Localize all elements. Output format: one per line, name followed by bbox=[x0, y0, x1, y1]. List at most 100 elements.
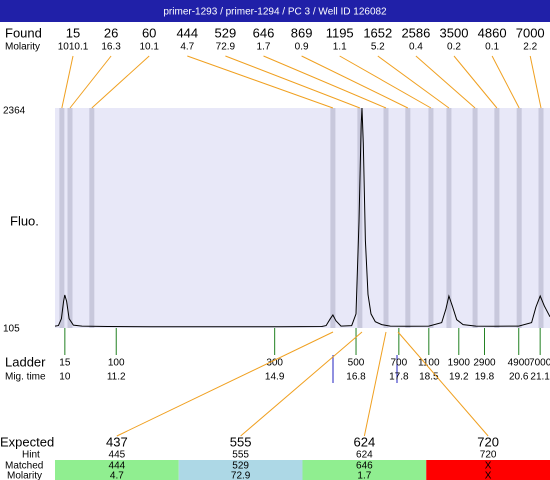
status-cell bbox=[426, 460, 550, 480]
plot-area bbox=[55, 108, 550, 328]
expected-connector bbox=[363, 331, 387, 437]
expected-value: 624 bbox=[354, 434, 376, 449]
matched-value: 444 bbox=[109, 461, 126, 472]
fluorescence-trace bbox=[54, 107, 550, 328]
found-size: 7000 bbox=[516, 25, 545, 40]
ladder-label: Ladder bbox=[5, 354, 46, 369]
expected-value: 437 bbox=[106, 434, 128, 449]
found-band bbox=[428, 108, 434, 328]
found-connector bbox=[91, 55, 150, 109]
found-band bbox=[357, 108, 363, 328]
ladder-time: 11.2 bbox=[107, 372, 126, 383]
found-band bbox=[405, 108, 411, 328]
ladder-time: 17.8 bbox=[389, 372, 409, 383]
found-size: 529 bbox=[215, 25, 237, 40]
found-size: 3500 bbox=[440, 25, 469, 40]
found-molarity: 1010.1 bbox=[58, 42, 89, 53]
y-tick-label: 2364 bbox=[3, 106, 26, 117]
found-molarity: 1.1 bbox=[333, 42, 347, 53]
y-axis-label: Fluo. bbox=[10, 213, 39, 228]
found-band bbox=[538, 108, 544, 328]
molarity-label: Molarity bbox=[7, 471, 42, 480]
found-size: 1652 bbox=[363, 25, 392, 40]
found-band bbox=[472, 108, 478, 328]
found-molarity: 0.4 bbox=[409, 42, 423, 53]
molarity-value: 72.9 bbox=[231, 471, 251, 480]
expected-value: 720 bbox=[477, 434, 499, 449]
status-cell bbox=[178, 460, 303, 480]
molarity-value: 4.7 bbox=[110, 471, 124, 480]
found-band bbox=[330, 108, 336, 328]
ladder-time: 18.5 bbox=[419, 372, 439, 383]
found-connector bbox=[263, 55, 387, 109]
found-connector bbox=[187, 55, 334, 109]
expected-label: Expected bbox=[0, 434, 54, 449]
ladder-size: 15 bbox=[59, 358, 71, 369]
ladder-time-label: Mig. time bbox=[5, 372, 46, 383]
title: primer-1293 / primer-1294 / PC 3 / Well … bbox=[163, 7, 387, 18]
found-size: 2586 bbox=[401, 25, 430, 40]
title-bar bbox=[0, 0, 550, 22]
found-molarity: 4.7 bbox=[180, 42, 194, 53]
found-connector bbox=[529, 55, 542, 109]
found-band bbox=[446, 108, 452, 328]
found-molarity: 16.3 bbox=[101, 42, 121, 53]
found-size: 4860 bbox=[478, 25, 507, 40]
found-label: Found bbox=[5, 25, 42, 40]
found-band bbox=[59, 108, 65, 328]
found-size: 646 bbox=[253, 25, 275, 40]
found-connector bbox=[339, 55, 432, 109]
found-connector bbox=[377, 55, 450, 109]
ladder-size: 1900 bbox=[448, 358, 471, 369]
matched-value: X bbox=[485, 461, 492, 472]
hint-value: 555 bbox=[232, 450, 249, 461]
found-connector bbox=[453, 55, 498, 109]
found-connector bbox=[225, 55, 361, 109]
found-band bbox=[516, 108, 522, 328]
found-molarity: 0.9 bbox=[295, 42, 309, 53]
ladder-size: 100 bbox=[108, 358, 125, 369]
ladder-size: 7000 bbox=[529, 358, 550, 369]
matched-value: 529 bbox=[232, 461, 249, 472]
hint-value: 445 bbox=[109, 450, 126, 461]
y-tick-label: 105 bbox=[3, 324, 20, 335]
hint-label: Hint bbox=[22, 450, 40, 461]
found-connector bbox=[69, 55, 112, 109]
expected-connector bbox=[397, 331, 489, 437]
expected-connector bbox=[240, 331, 363, 437]
found-size: 26 bbox=[104, 25, 118, 40]
ladder-time: 16.8 bbox=[346, 372, 366, 383]
ladder-size: 2900 bbox=[473, 358, 496, 369]
ladder-size: 1100 bbox=[418, 358, 440, 369]
found-connector bbox=[415, 55, 476, 109]
expected-value: 555 bbox=[230, 434, 252, 449]
ladder-size: 300 bbox=[266, 358, 283, 369]
ladder-size: 4900 bbox=[508, 358, 531, 369]
found-molarity: 10.1 bbox=[139, 42, 159, 53]
status-cell bbox=[55, 460, 179, 480]
ladder-size: 700 bbox=[391, 358, 408, 369]
found-band bbox=[383, 108, 389, 328]
found-connector bbox=[61, 55, 74, 109]
hint-value: 720 bbox=[480, 450, 497, 461]
hint-value: 624 bbox=[356, 450, 373, 461]
expected-connector bbox=[116, 331, 334, 437]
molarity-value: X bbox=[485, 471, 492, 480]
found-molarity: 0.1 bbox=[485, 42, 499, 53]
found-molarity-label: Molarity bbox=[5, 42, 40, 53]
status-cell bbox=[302, 460, 427, 480]
ladder-time: 19.2 bbox=[449, 372, 469, 383]
found-connector bbox=[491, 55, 520, 109]
matched-label: Matched bbox=[5, 461, 43, 472]
found-connector bbox=[301, 55, 409, 109]
found-molarity: 1.7 bbox=[257, 42, 271, 53]
ladder-time: 21.1 bbox=[530, 372, 550, 383]
found-molarity: 2.2 bbox=[523, 42, 537, 53]
ladder-time: 20.6 bbox=[509, 372, 529, 383]
molarity-value: 1.7 bbox=[357, 471, 371, 480]
found-size: 1195 bbox=[326, 25, 354, 40]
found-molarity: 72.9 bbox=[216, 42, 236, 53]
ladder-time: 10 bbox=[59, 372, 71, 383]
found-size: 60 bbox=[142, 25, 156, 40]
